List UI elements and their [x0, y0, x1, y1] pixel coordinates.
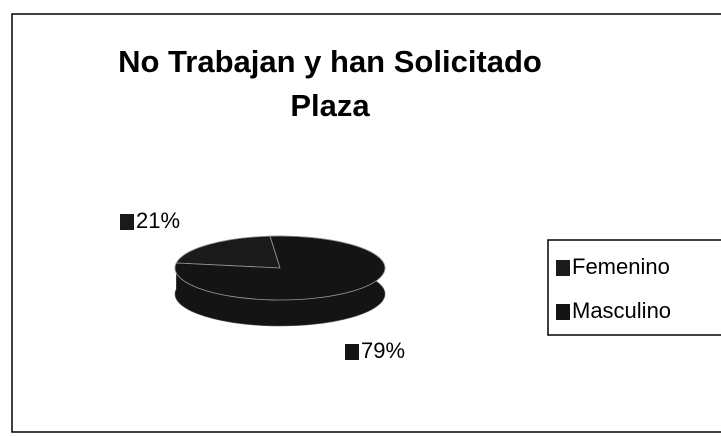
legend-swatch	[556, 304, 570, 320]
label-swatch	[345, 344, 359, 360]
pie-slice	[174, 235, 386, 301]
legend-box	[547, 239, 721, 336]
chart-frame	[11, 13, 721, 433]
legend-label: Masculino	[572, 298, 671, 323]
data-label: 21%	[136, 208, 180, 233]
chart-title: No Trabajan y han Solicitado Plaza	[118, 44, 542, 123]
legend-swatch	[556, 260, 570, 276]
label-swatch	[120, 214, 134, 230]
legend-label: Femenino	[572, 254, 670, 279]
pie-slice	[175, 235, 281, 269]
data-label: 79%	[361, 338, 405, 363]
